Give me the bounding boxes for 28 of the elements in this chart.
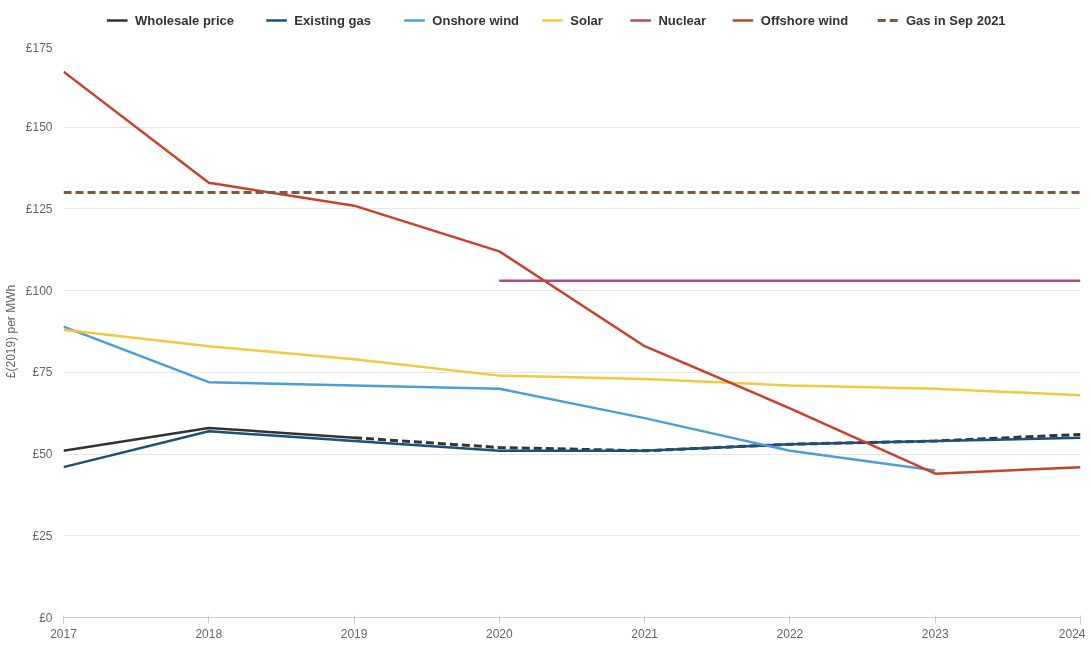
legend-label: Gas in Sep 2021 (905, 13, 1006, 28)
x-tick-label: 2020 (486, 626, 514, 641)
y-tick-label: £100 (25, 283, 53, 298)
x-tick-label: 2018 (195, 626, 223, 641)
legend-label: Onshore wind (432, 13, 520, 28)
legend-label: Wholesale price (135, 13, 234, 28)
y-tick-label: £175 (25, 40, 53, 55)
x-tick-label: 2022 (776, 626, 804, 641)
y-tick-label: £50 (32, 447, 53, 462)
y-tick-label: £125 (25, 201, 53, 216)
legend-label: Offshore wind (760, 13, 849, 28)
x-tick-label: 2017 (50, 626, 78, 641)
y-tick-label: £75 (32, 365, 53, 380)
x-tick-label: 2019 (340, 626, 368, 641)
y-axis-title: £(2019) per MWh (3, 284, 18, 379)
line-series (63, 429, 1081, 469)
y-tick-label: £150 (25, 120, 53, 135)
y-tick-label: £25 (32, 528, 53, 543)
legend-label: Nuclear (658, 13, 707, 28)
legend-label: Solar (570, 13, 603, 28)
legend-label: Existing gas (294, 13, 371, 28)
x-tick-label: 2023 (921, 626, 949, 641)
line-series (63, 328, 1081, 397)
x-tick-label: 2024 (1058, 626, 1086, 641)
x-tick-label: 2021 (631, 626, 659, 641)
line-series (63, 325, 937, 472)
y-tick-label: £0 (39, 610, 53, 625)
line-series (63, 70, 1081, 475)
